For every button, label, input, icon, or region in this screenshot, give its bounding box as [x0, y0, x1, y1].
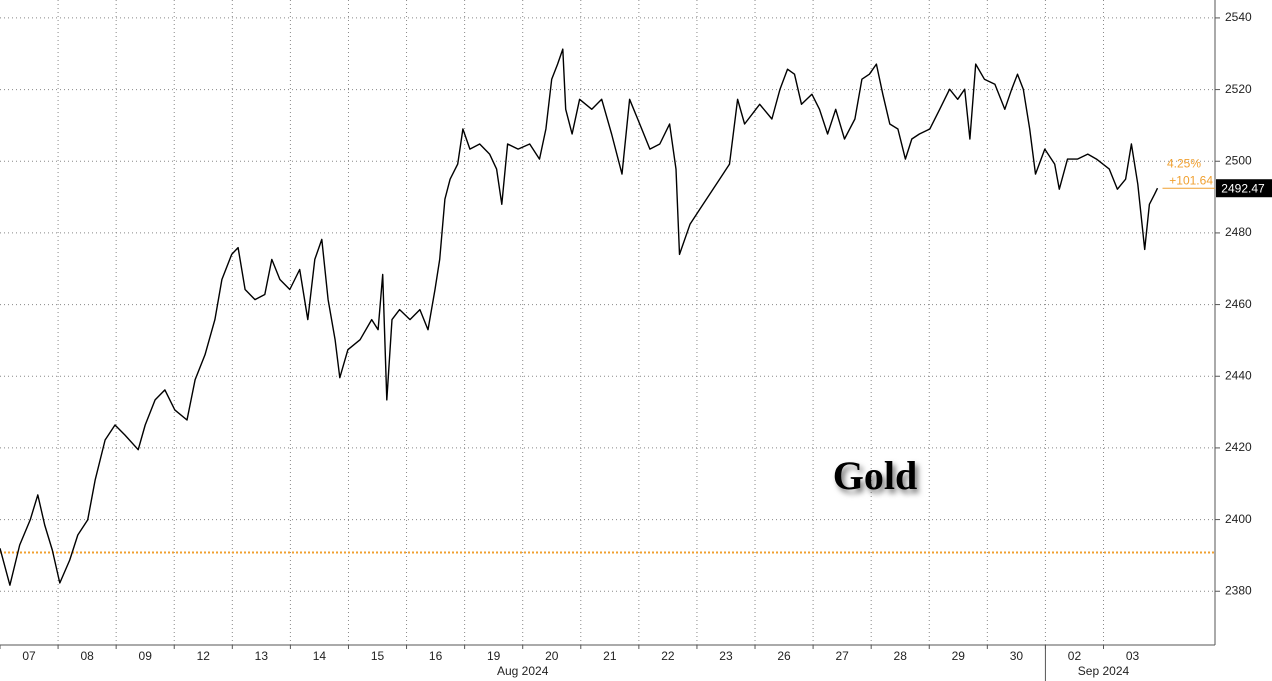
y-tick-label: 2420 [1225, 440, 1252, 454]
y-tick-label: 2480 [1225, 225, 1252, 239]
change-abs: +101.64 [1169, 173, 1213, 187]
change-pct: 4.25% [1167, 156, 1201, 170]
x-tick-label: 14 [313, 649, 327, 663]
x-tick-label: 27 [835, 649, 849, 663]
x-tick-label: 19 [487, 649, 501, 663]
month-label: Aug 2024 [497, 664, 549, 678]
last-value-box [1216, 179, 1272, 198]
chart-title: Gold [833, 453, 917, 498]
x-tick-label: 02 [1068, 649, 1082, 663]
y-tick-label: 2540 [1225, 10, 1252, 24]
x-tick-label: 20 [545, 649, 559, 663]
y-tick-label: 2460 [1225, 297, 1252, 311]
x-tick-label: 30 [1010, 649, 1024, 663]
x-tick-label: 07 [22, 649, 36, 663]
y-tick-label: 2500 [1225, 153, 1252, 167]
y-tick-label: 2400 [1225, 512, 1252, 526]
last-value-label: 2492.47 [1221, 181, 1265, 195]
x-tick-label: 29 [952, 649, 966, 663]
x-tick-label: 26 [777, 649, 791, 663]
x-tick-label: 12 [197, 649, 211, 663]
price-line [0, 48, 1159, 586]
y-tick-label: 2520 [1225, 82, 1252, 96]
x-tick-label: 22 [661, 649, 675, 663]
x-tick-label: 21 [603, 649, 617, 663]
x-tick-label: 15 [371, 649, 385, 663]
x-tick-label: 23 [719, 649, 733, 663]
y-tick-label: 2440 [1225, 368, 1252, 382]
y-tick-label: 2380 [1225, 583, 1252, 597]
x-tick-label: 03 [1126, 649, 1140, 663]
month-label: Sep 2024 [1078, 664, 1130, 678]
x-tick-label: 13 [255, 649, 269, 663]
x-tick-label: 09 [139, 649, 153, 663]
x-tick-label: 16 [429, 649, 443, 663]
x-tick-label: 28 [894, 649, 908, 663]
x-tick-label: 08 [80, 649, 94, 663]
